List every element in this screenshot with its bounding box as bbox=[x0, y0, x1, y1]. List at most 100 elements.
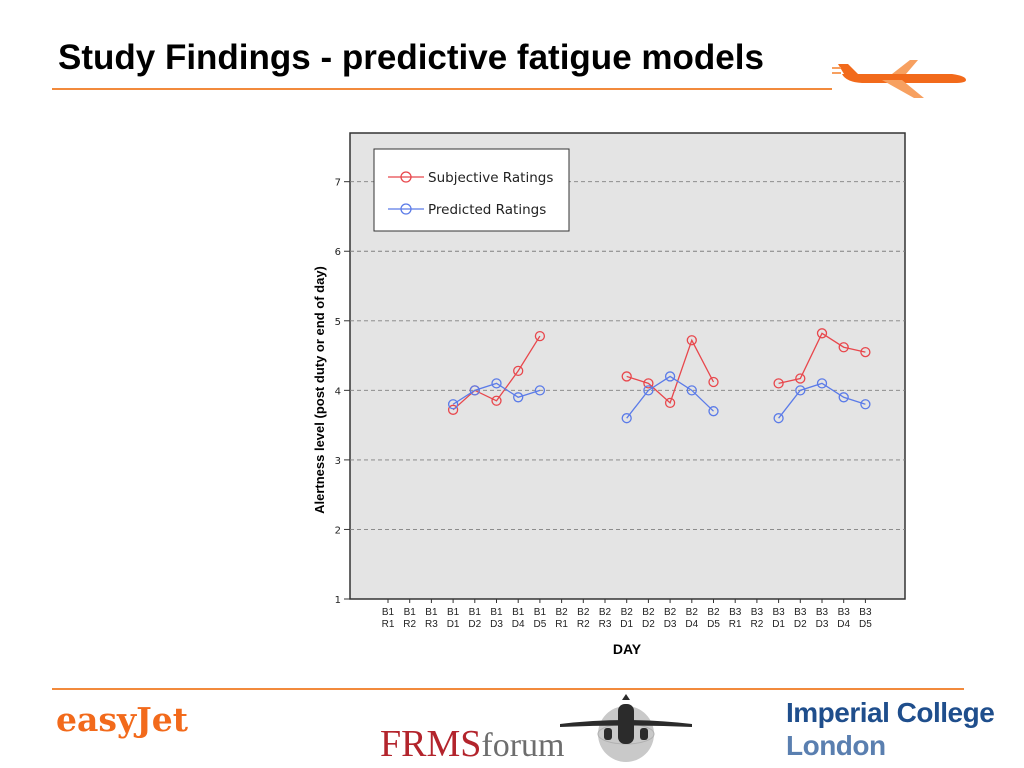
predicted-ratings-point bbox=[534, 385, 546, 396]
x-tick-label-day: R3 bbox=[599, 619, 612, 630]
x-tick-label-block: B1 bbox=[404, 607, 417, 618]
x-tick-label-block: B2 bbox=[555, 607, 568, 618]
x-tick-label-day: D3 bbox=[816, 619, 829, 630]
x-tick-label-day: R1 bbox=[382, 619, 395, 630]
subjective-ratings-point bbox=[643, 378, 654, 389]
x-tick-label-block: B2 bbox=[642, 607, 655, 618]
frms-logo-text: FRMS bbox=[380, 723, 482, 765]
x-tick-label-day: D2 bbox=[468, 619, 481, 630]
predicted-ratings-line bbox=[778, 382, 866, 419]
y-tick-label-7: 7 bbox=[335, 178, 341, 189]
legend-marker-subjective bbox=[400, 171, 412, 183]
subjective-ratings-line bbox=[452, 335, 541, 411]
x-tick-label-block: B3 bbox=[794, 607, 807, 618]
x-tick-label-block: B2 bbox=[577, 607, 590, 618]
predicted-ratings-point bbox=[708, 406, 719, 417]
y-tick-label-3: 3 bbox=[335, 456, 341, 467]
y-tick-label-2: 2 bbox=[335, 525, 341, 536]
y-tick-label-6: 6 bbox=[335, 247, 341, 258]
x-tick-label-block: B3 bbox=[729, 607, 742, 618]
x-tick-label-day: D5 bbox=[534, 619, 547, 630]
subjective-ratings-point bbox=[795, 373, 806, 384]
legend: Subjective Ratings Predicted Ratings bbox=[373, 148, 570, 232]
predicted-ratings-point bbox=[491, 378, 502, 389]
x-tick-label-block: B1 bbox=[425, 607, 438, 618]
legend-label-predicted: Predicted Ratings bbox=[428, 202, 546, 218]
legend-box bbox=[373, 148, 570, 232]
x-tick-label-block: B1 bbox=[382, 607, 395, 618]
x-tick-label-day: R2 bbox=[751, 619, 764, 630]
x-tick-label-block: B3 bbox=[838, 607, 851, 618]
subjective-ratings-line bbox=[626, 338, 715, 404]
x-tick-label-day: R1 bbox=[555, 619, 568, 630]
subjective-ratings-point bbox=[447, 404, 459, 415]
subjective-ratings-point bbox=[838, 342, 849, 353]
x-tick-label-block: B3 bbox=[751, 607, 764, 618]
globe-airplane-icon bbox=[560, 694, 692, 762]
frms-forum-logo: FRMSforum bbox=[380, 722, 565, 766]
predicted-ratings-point bbox=[795, 385, 806, 396]
x-tick-label-block: B3 bbox=[772, 607, 785, 618]
x-tick-label-block: B2 bbox=[686, 607, 699, 618]
easyjet-logo: easyJet bbox=[56, 700, 188, 739]
imperial-logo-line1: Imperial College bbox=[786, 697, 995, 728]
x-tick-label-day: R1 bbox=[729, 619, 742, 630]
predicted-ratings-line bbox=[626, 375, 714, 419]
x-tick-label-day: D2 bbox=[642, 619, 655, 630]
x-tick-label-day: D4 bbox=[685, 619, 698, 630]
subjective-ratings-point bbox=[708, 376, 719, 388]
x-tick-label-day: D1 bbox=[772, 619, 785, 630]
x-tick-label-block: B2 bbox=[599, 607, 612, 618]
x-tick-label-day: D5 bbox=[859, 619, 872, 630]
x-tick-label-day: R2 bbox=[577, 619, 590, 630]
subjective-ratings-point bbox=[621, 371, 632, 382]
x-tick-label-day: R3 bbox=[425, 619, 438, 630]
imperial-logo-line2: London bbox=[786, 730, 886, 761]
x-tick-label-day: D1 bbox=[447, 619, 460, 630]
footer-divider bbox=[52, 688, 964, 690]
x-tick-label-block: B1 bbox=[534, 607, 547, 618]
predicted-ratings-point bbox=[773, 413, 784, 424]
subjective-ratings-line bbox=[778, 332, 866, 385]
predicted-ratings-point bbox=[447, 399, 459, 410]
x-tick-label-day: R2 bbox=[403, 619, 416, 630]
x-tick-label-day: D4 bbox=[512, 619, 525, 630]
x-tick-label-block: B1 bbox=[469, 607, 482, 618]
predicted-ratings-point bbox=[838, 392, 849, 403]
x-tick-label-block: B3 bbox=[816, 607, 829, 618]
x-tick-label-day: D3 bbox=[490, 619, 503, 630]
predicted-ratings-point bbox=[664, 371, 676, 382]
airplane-icon bbox=[832, 60, 966, 98]
predicted-ratings-point bbox=[469, 385, 480, 396]
subjective-ratings-point bbox=[513, 365, 524, 377]
subjective-ratings-point bbox=[664, 397, 676, 409]
predicted-ratings-point bbox=[643, 385, 654, 396]
x-tick-label-block: B1 bbox=[512, 607, 525, 618]
subjective-ratings-point bbox=[816, 328, 828, 339]
x-tick-label-day: D1 bbox=[620, 619, 633, 630]
x-tick-label-day: D4 bbox=[837, 619, 850, 630]
y-axis-label: Alertness level (post duty or end of day… bbox=[312, 266, 327, 514]
subjective-ratings-point bbox=[686, 335, 697, 346]
x-tick-label-block: B1 bbox=[490, 607, 503, 618]
x-tick-label-day: D2 bbox=[794, 619, 807, 630]
subjective-ratings-point bbox=[860, 346, 871, 358]
legend-marker-predicted bbox=[400, 203, 412, 215]
x-tick-label-day: D5 bbox=[707, 619, 720, 630]
forum-logo-text: forum bbox=[481, 727, 565, 764]
y-tick-label-4: 4 bbox=[335, 386, 341, 397]
predicted-ratings-line bbox=[452, 382, 541, 405]
y-tick-label-5: 5 bbox=[335, 317, 341, 328]
x-tick-label-day: D3 bbox=[664, 619, 677, 630]
x-tick-label-block: B3 bbox=[859, 607, 872, 618]
x-tick-label-block: B2 bbox=[664, 607, 677, 618]
subjective-ratings-point bbox=[773, 378, 784, 389]
predicted-ratings-point bbox=[860, 399, 871, 410]
subjective-ratings-point bbox=[534, 330, 546, 342]
x-tick-label-block: B2 bbox=[707, 607, 720, 618]
subjective-ratings-point bbox=[491, 395, 502, 406]
x-tick-label-block: B2 bbox=[621, 607, 634, 618]
y-tick-label-1: 1 bbox=[335, 595, 341, 606]
slide-title: Study Findings - predictive fatigue mode… bbox=[58, 38, 764, 77]
